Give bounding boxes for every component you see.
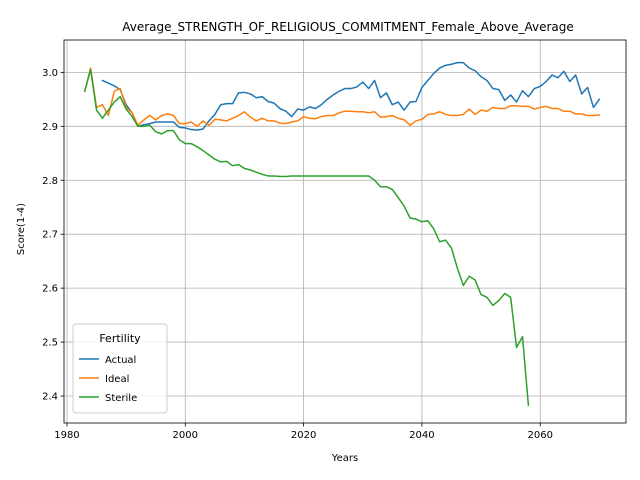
legend-box bbox=[72, 323, 168, 414]
series-layer bbox=[83, 61, 601, 407]
chart-title: Average_STRENGTH_OF_RELIGIOUS_COMMITMENT… bbox=[122, 20, 573, 34]
series-line-actual bbox=[101, 61, 601, 131]
y-tick-label: 3.0 bbox=[42, 68, 58, 79]
ticks-layer: 1980 2000 2020 2040 2060 2.4 2.5 2.6 2.7 2.8 2.9 3.… bbox=[42, 68, 553, 441]
legend-title: Fertility bbox=[99, 332, 141, 345]
x-tick-label: 2020 bbox=[291, 430, 316, 441]
legend-label-actual: Actual bbox=[105, 355, 136, 366]
x-tick-label: 2060 bbox=[527, 430, 552, 441]
series-line-ideal bbox=[83, 67, 601, 128]
y-tick-label: 2.5 bbox=[42, 338, 58, 349]
x-tick-label: 2040 bbox=[409, 430, 434, 441]
y-axis-label: Score(1-4) bbox=[16, 203, 27, 255]
plot-frame bbox=[63, 39, 627, 424]
x-tick-label: 2000 bbox=[173, 430, 198, 441]
y-tick-label: 2.4 bbox=[42, 392, 58, 403]
legend-label-sterile: Sterile bbox=[105, 393, 137, 404]
legend: Fertility Actual Ideal Sterile bbox=[72, 323, 168, 414]
legend-items: Actual Ideal Sterile bbox=[79, 355, 137, 404]
y-tick-label: 2.9 bbox=[42, 122, 58, 133]
y-tick-label: 2.6 bbox=[42, 284, 58, 295]
y-tick-label: 2.8 bbox=[42, 176, 58, 187]
series-line-sterile bbox=[83, 68, 530, 407]
x-axis-label: Years bbox=[331, 453, 358, 464]
x-tick-label: 1980 bbox=[54, 430, 79, 441]
y-tick-label: 2.7 bbox=[42, 230, 58, 241]
legend-label-ideal: Ideal bbox=[105, 374, 129, 385]
grid-layer bbox=[64, 40, 626, 423]
